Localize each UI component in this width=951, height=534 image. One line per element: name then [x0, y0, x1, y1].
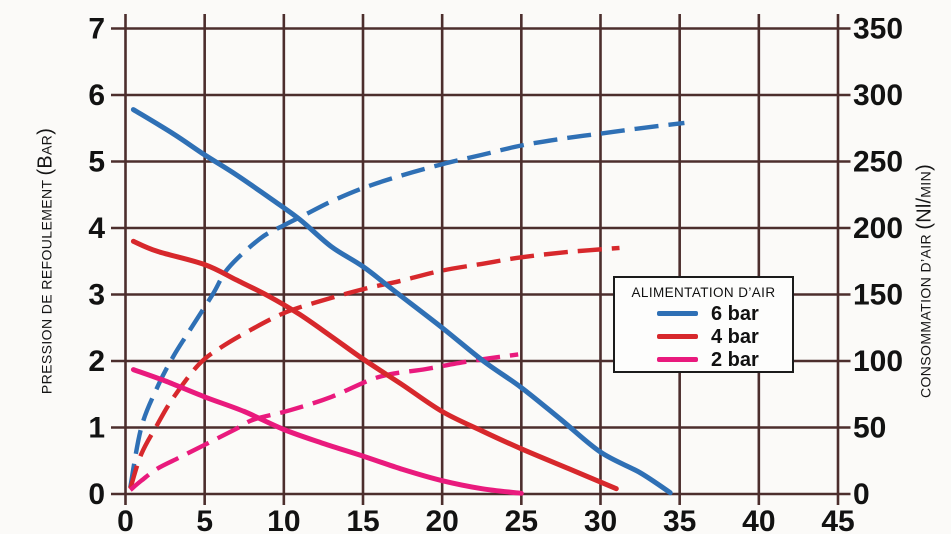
- legend-entry: 2 bar: [615, 348, 792, 371]
- svg-text:2: 2: [88, 345, 105, 378]
- curve-pression-4bar: [130, 238, 619, 492]
- svg-text:25: 25: [505, 505, 538, 534]
- svg-text:45: 45: [821, 505, 854, 534]
- svg-text:10: 10: [267, 505, 300, 534]
- svg-text:300: 300: [853, 79, 903, 112]
- svg-text:0: 0: [88, 478, 105, 511]
- legend-rows: 6 bar 4 bar 2 bar: [615, 302, 792, 371]
- svg-text:7: 7: [88, 13, 105, 46]
- legend-entry: 6 bar: [615, 302, 792, 325]
- svg-text:35: 35: [663, 505, 696, 534]
- legend-entry: 4 bar: [615, 325, 792, 348]
- svg-text:5: 5: [196, 505, 213, 534]
- y-axis-right-unit-close: ): [913, 164, 936, 171]
- legend-label-2bar: 2 bar: [711, 348, 759, 371]
- legend-box: ALIMENTATION D’AIR 6 bar 4 bar 2 bar: [613, 276, 794, 373]
- curve-pression-6bar: [130, 107, 673, 496]
- svg-text:1: 1: [88, 412, 105, 445]
- svg-text:200: 200: [853, 212, 903, 245]
- legend-line-2bar-swatch: [657, 357, 698, 362]
- curve-consommation-6bar: [128, 120, 685, 488]
- svg-text:0: 0: [853, 478, 870, 511]
- y-axis-left-title-text: PRESSION DE REFOULEMENT: [38, 175, 55, 395]
- legend-label-6bar: 6 bar: [711, 302, 759, 325]
- y-axis-left-unit-close: ): [34, 127, 57, 135]
- legend-line-4bar-swatch: [657, 334, 698, 339]
- legend-label-4bar: 4 bar: [711, 325, 759, 348]
- y-axis-right-unit-open: (Nl/: [913, 197, 936, 230]
- svg-text:3: 3: [88, 279, 105, 312]
- svg-text:350: 350: [853, 13, 903, 46]
- legend-line-6bar-swatch: [657, 311, 698, 316]
- svg-text:50: 50: [853, 412, 886, 445]
- y-axis-left-unit-small: AR: [38, 134, 55, 156]
- svg-text:0: 0: [117, 505, 134, 534]
- svg-text:30: 30: [584, 505, 617, 534]
- svg-text:150: 150: [853, 279, 903, 312]
- y-axis-right-title: CONSOMMATION D’AIR (Nl/MIN): [914, 164, 937, 398]
- svg-text:6: 6: [88, 79, 105, 112]
- curve-consommation-2bar: [128, 352, 519, 492]
- curve-consommation-4bar: [128, 245, 620, 490]
- svg-text:15: 15: [346, 505, 379, 534]
- svg-text:250: 250: [853, 146, 903, 179]
- svg-text:5: 5: [88, 146, 105, 179]
- svg-text:4: 4: [88, 212, 105, 245]
- svg-text:40: 40: [742, 505, 775, 534]
- y-axis-left-unit-open: (B: [34, 155, 57, 176]
- curve-pression-2bar: [130, 367, 524, 496]
- y-axis-right-unit-small: MIN: [917, 170, 934, 198]
- y-axis-right-title-text: CONSOMMATION D’AIR: [917, 229, 934, 398]
- y-axis-left-title: PRESSION DE REFOULEMENT (BAR): [35, 128, 58, 394]
- svg-text:20: 20: [425, 505, 458, 534]
- svg-text:100: 100: [853, 345, 903, 378]
- legend-title: ALIMENTATION D’AIR: [631, 285, 776, 300]
